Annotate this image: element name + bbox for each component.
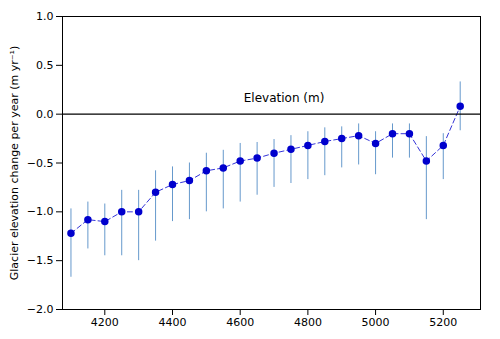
svg-text:0.5: 0.5 <box>36 59 54 72</box>
svg-text:−1.0: −1.0 <box>27 205 54 218</box>
svg-text:−0.5: −0.5 <box>27 157 54 170</box>
svg-text:5200: 5200 <box>429 316 457 329</box>
svg-text:Elevation (m): Elevation (m) <box>244 91 325 105</box>
svg-text:0.0: 0.0 <box>36 108 54 121</box>
svg-text:4800: 4800 <box>294 316 322 329</box>
svg-text:Glacier elevation change per y: Glacier elevation change per year (m yr⁻… <box>8 46 21 280</box>
svg-text:1.0: 1.0 <box>36 10 54 23</box>
svg-text:4200: 4200 <box>91 316 119 329</box>
svg-text:5000: 5000 <box>362 316 390 329</box>
svg-text:−2.0: −2.0 <box>27 303 54 316</box>
svg-text:−1.5: −1.5 <box>27 254 54 267</box>
svg-text:4400: 4400 <box>159 316 187 329</box>
svg-text:4600: 4600 <box>226 316 254 329</box>
